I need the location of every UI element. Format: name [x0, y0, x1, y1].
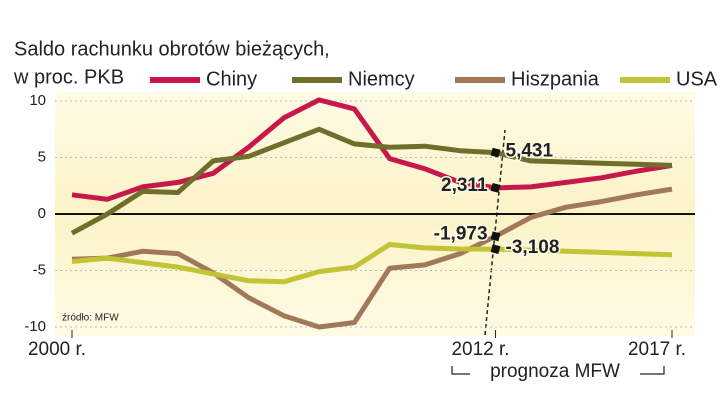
data-point: [490, 147, 501, 158]
source: źródło: MFW: [62, 313, 119, 324]
legend-label: Chiny: [206, 68, 257, 90]
legend-label: USA: [676, 68, 718, 90]
data-point: [490, 231, 501, 242]
y-tick-label: -5: [33, 261, 46, 278]
plot: -10 -5 0 5 10 2000 r. 2012 r. 2017 r. 2,311 5,431…: [24, 92, 695, 360]
data-point: [490, 182, 501, 193]
chart-title: Saldo rachunku obrotów bieżących,: [14, 38, 330, 60]
y-tick-label: 0: [38, 205, 46, 222]
x-tick-label: 2012 r.: [451, 339, 509, 360]
forecast-label: prognoza MFW: [490, 361, 620, 382]
data-point: [490, 244, 501, 255]
series-line: [71, 242, 673, 285]
y-tick-label: 5: [38, 148, 46, 165]
data-label: 5,431: [506, 141, 554, 162]
y-tick-label: 10: [29, 92, 46, 109]
series-line: [71, 97, 673, 202]
series-line: [71, 186, 673, 330]
x-tick-label: 2017 r.: [628, 339, 686, 360]
y-tick-label: -10: [24, 318, 46, 335]
forecast-line: [484, 129, 506, 336]
chart-title: w proc. PKB: [13, 66, 124, 88]
forecast-bracket: [451, 366, 665, 375]
x-tick-label: 2000 r.: [28, 339, 86, 360]
data-label: 2,311: [441, 175, 488, 196]
data-label: -1,973: [434, 223, 488, 244]
series-line: [70, 126, 673, 236]
legend-label: Hiszpania: [511, 68, 600, 90]
legend-label: Niemcy: [348, 68, 415, 90]
data-label: -3,108: [506, 237, 560, 258]
